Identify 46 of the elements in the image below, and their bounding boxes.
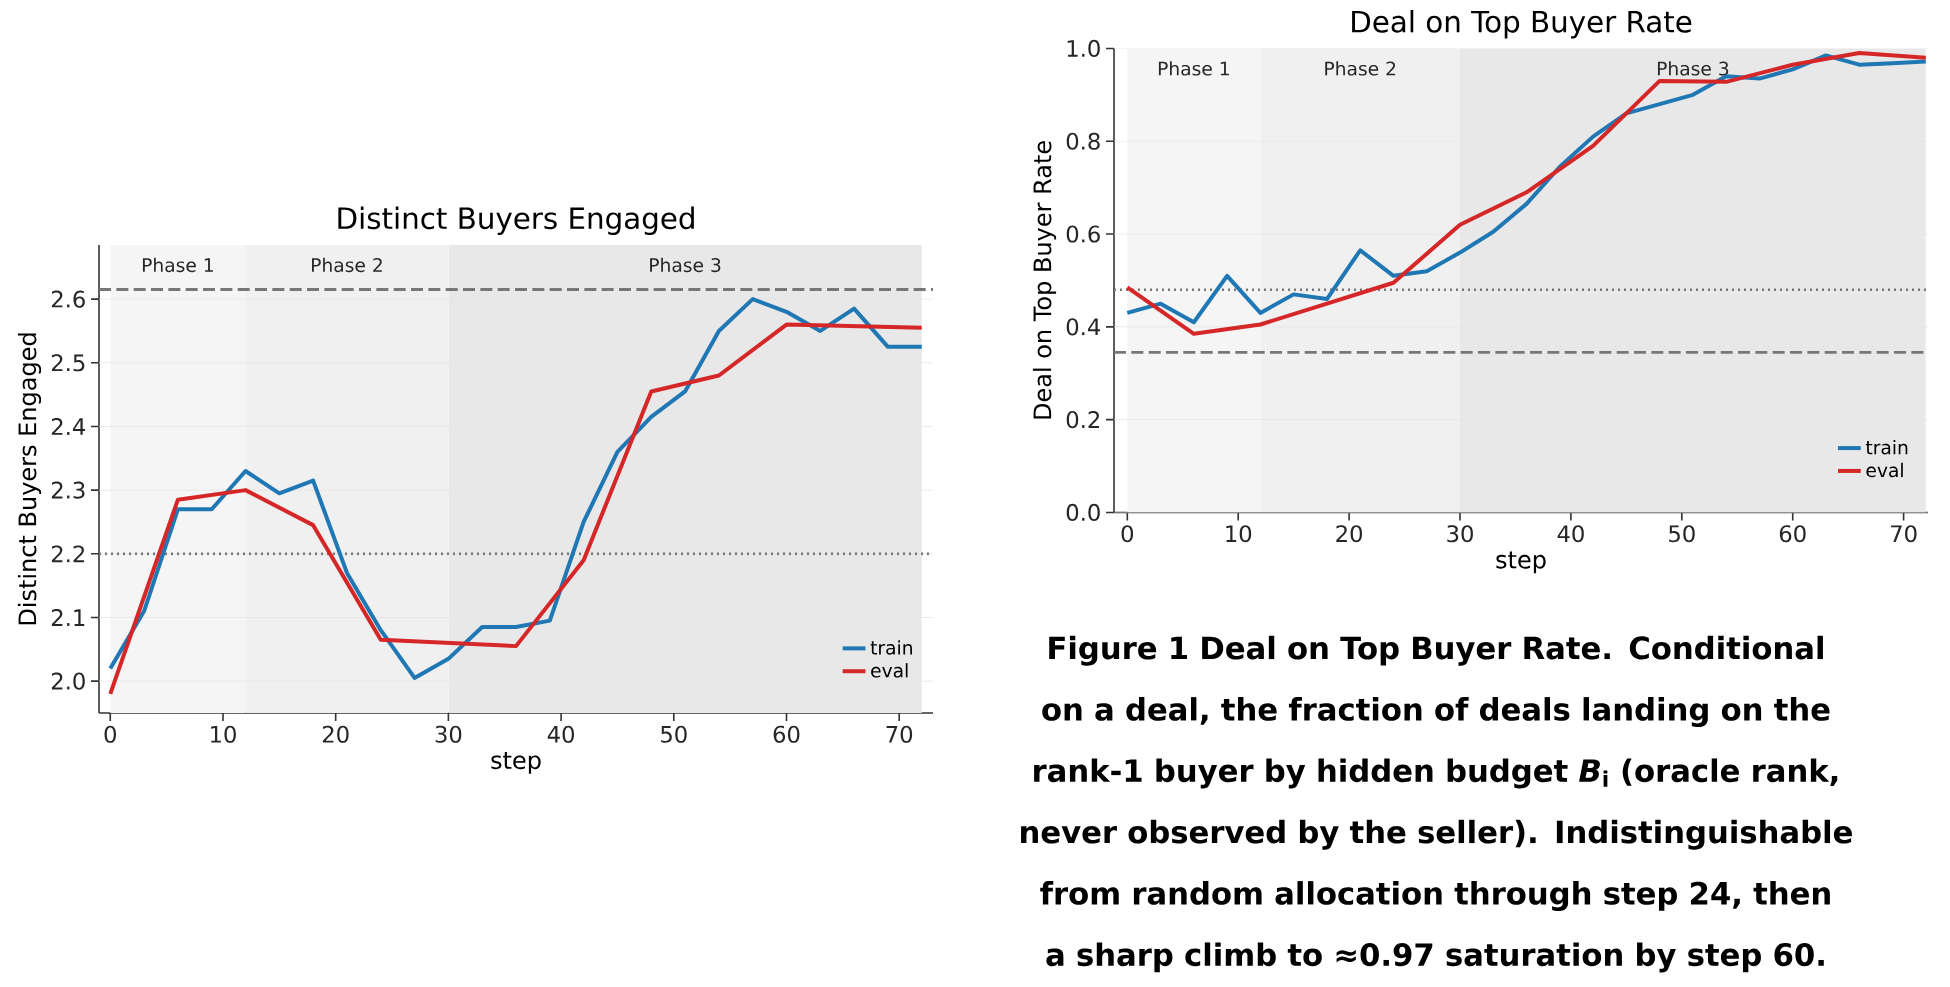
band-label: Phase 2: [312, 257, 382, 273]
x-axis-title: step: [491, 751, 541, 774]
x-tick-label: 40: [547, 725, 574, 743]
x-tick-label: 60: [773, 725, 800, 743]
x-axis-title: step: [1496, 551, 1546, 574]
y-tick-label: 2.1: [51, 609, 85, 626]
band-label: Phase 1: [1158, 61, 1229, 76]
x-tick-label: 40: [1557, 525, 1584, 543]
x-tick-label: 50: [661, 725, 687, 743]
y-tick-label: 2.0: [51, 672, 85, 690]
y-tick-label: 2.3: [51, 481, 85, 499]
chart-title: Distinct Buyers Engaged: [338, 206, 694, 235]
y-tick-label: 2.4: [51, 418, 86, 435]
y-tick-label: 0.0: [1066, 503, 1100, 522]
y-axis-title: Deal on Top Buyer Rate: [1032, 141, 1057, 419]
x-tick-label: 10: [1226, 525, 1252, 543]
y-tick-label: 0.6: [1066, 225, 1100, 243]
legend-label: train: [1865, 439, 1908, 455]
x-tick-label: 30: [1447, 525, 1473, 543]
x-tick-label: 0: [1121, 525, 1134, 543]
band-label: Phase 3: [650, 257, 721, 273]
y-tick-label: 0.8: [1066, 132, 1100, 150]
legend-label: eval: [871, 663, 908, 678]
x-tick-label: 60: [1779, 525, 1806, 543]
band-label: Phase 1: [142, 257, 213, 273]
x-tick-label: 20: [322, 725, 349, 743]
y-tick-label: 0.4: [1066, 318, 1101, 336]
chart-title: Deal on Top Buyer Rate: [1352, 10, 1692, 39]
legend-label: train: [870, 640, 912, 655]
x-tick-label: 30: [435, 725, 462, 743]
band-label: Phase 2: [1325, 61, 1396, 76]
band-label: Phase 3: [1657, 61, 1729, 76]
x-tick-label: 0: [104, 725, 116, 743]
x-tick-label: 70: [886, 725, 913, 743]
y-tick-label: 0.2: [1066, 411, 1100, 429]
y-tick-label: 2.2: [51, 545, 85, 563]
y-tick-label: 1.0: [1067, 39, 1100, 58]
y-tick-label: 2.5: [51, 354, 85, 372]
legend-label: eval: [1866, 462, 1903, 478]
x-tick-label: 10: [211, 725, 236, 743]
x-tick-label: 70: [1891, 525, 1917, 543]
x-tick-label: 20: [1336, 525, 1363, 543]
text: Figure 1 Deal on Top Buyer Rate. Conditional on a deal, the fraction of deals landing on the rank-1 buyer by hidden budget B$_{i}$ (oracle rank, never observed by the seller). Indistinguishable from random allocation through step 24, then a sharp climb to ≈0.97 saturation by step 60.: [1021, 635, 1852, 973]
x-tick-label: 50: [1669, 525, 1695, 543]
y-tick-label: 2.6: [51, 290, 85, 308]
y-axis-title: Distinct Buyers Engaged: [17, 333, 42, 625]
